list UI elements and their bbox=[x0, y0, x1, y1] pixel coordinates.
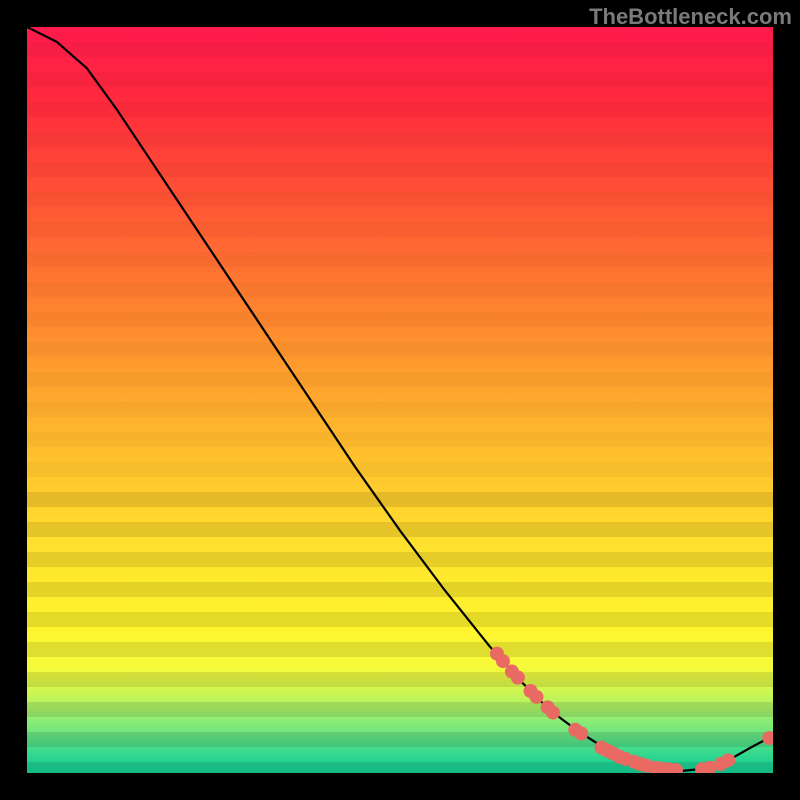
data-marker bbox=[574, 726, 588, 740]
plot-area bbox=[27, 27, 773, 773]
plot-svg bbox=[27, 27, 773, 773]
data-marker bbox=[511, 671, 525, 685]
chart-frame: TheBottleneck.com bbox=[0, 0, 800, 800]
watermark-text: TheBottleneck.com bbox=[589, 4, 792, 30]
data-marker bbox=[530, 690, 544, 704]
data-marker bbox=[546, 706, 560, 720]
data-marker bbox=[721, 753, 735, 767]
